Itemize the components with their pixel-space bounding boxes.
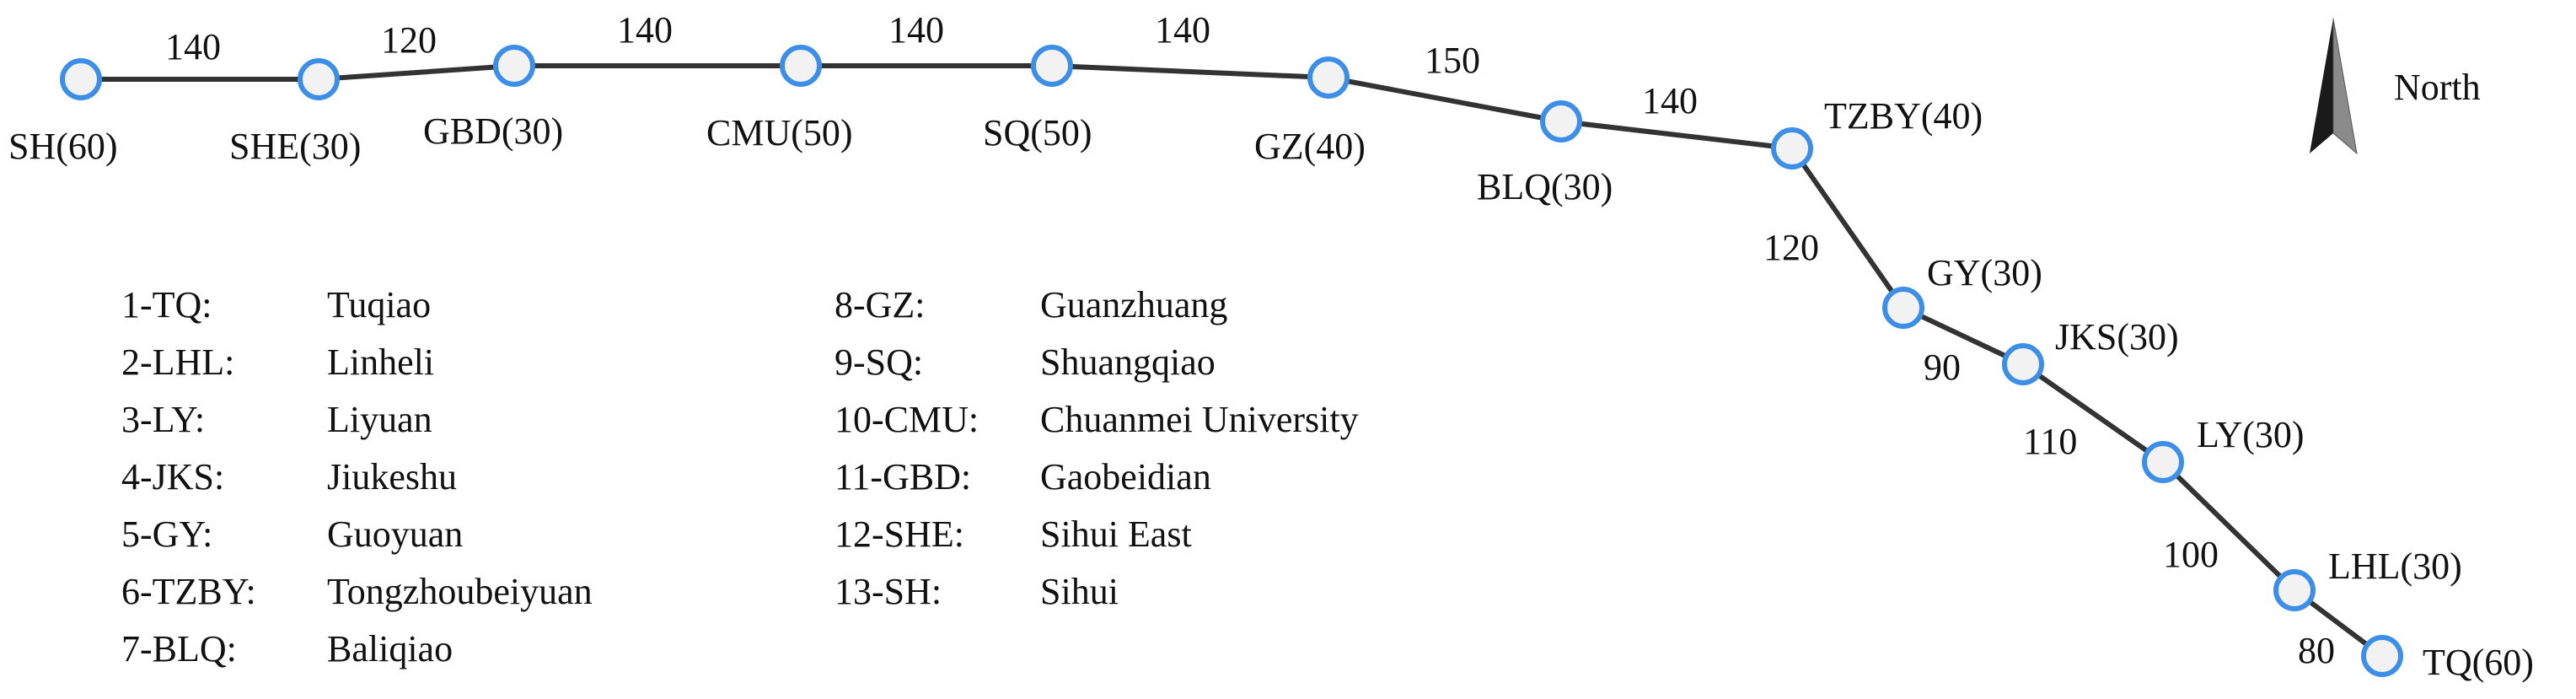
station-label-gy: GY(30) <box>1927 252 2042 293</box>
segment-distance-label: 120 <box>1763 227 1819 268</box>
legend-code: 11-GBD: <box>835 456 971 497</box>
legend-code: 6-TZBY: <box>121 571 256 612</box>
segment-distance-label: 150 <box>1425 40 1480 81</box>
station-label-tq: TQ(60) <box>2423 642 2534 683</box>
segment-distance-label: 80 <box>2298 630 2335 671</box>
legend: 1-TQ: Tuqiao 2-LHL: Linheli 3-LY: Liyuan 4-JKS… <box>121 284 1359 669</box>
legend-name: Linheli <box>327 341 434 383</box>
legend-code: 13-SH: <box>835 571 942 612</box>
legend-column-2: 8-GZ: Guanzhuang 9-SQ: Shuangqiao 10-CMU: Chu… <box>835 284 1359 612</box>
legend-name: Tuqiao <box>327 284 431 325</box>
legend-name: Baliqiao <box>327 628 453 669</box>
station-label-she: SHE(30) <box>229 126 361 167</box>
station-marker-cmu <box>780 45 822 87</box>
legend-name: Sihui <box>1040 571 1119 612</box>
station-marker-blq <box>1540 100 1582 142</box>
legend-name: Guanzhuang <box>1040 284 1227 325</box>
station-label-blq: BLQ(30) <box>1477 166 1613 207</box>
legend-name: Sihui East <box>1040 513 1192 555</box>
segment-distance-label: 140 <box>1155 9 1210 51</box>
segment-distance-label: 90 <box>1924 347 1961 388</box>
station-marker-gy <box>1882 287 1924 329</box>
segment-distance-label: 140 <box>165 26 221 67</box>
station-marker-ly <box>2142 441 2184 483</box>
legend-code: 2-LHL: <box>121 341 234 383</box>
station-label-gz: GZ(40) <box>1254 126 1366 167</box>
legend-name: Guoyuan <box>327 513 463 555</box>
segment-distance-label: 120 <box>381 19 437 61</box>
stations <box>60 45 2403 677</box>
station-label-gbd: GBD(30) <box>423 110 563 152</box>
legend-name: Liyuan <box>327 399 432 440</box>
legend-code: 1-TQ: <box>121 284 212 325</box>
station-labels: SH(60) SHE(30) GBD(30) CMU(50) SQ(50) GZ(40) B… <box>8 95 2534 683</box>
legend-name: Shuangqiao <box>1040 341 1216 383</box>
legend-code: 4-JKS: <box>121 456 224 497</box>
segment-distance-label: 110 <box>2023 421 2077 462</box>
segment-distance-label: 140 <box>888 9 944 51</box>
segment-distance-label: 100 <box>2163 534 2219 575</box>
legend-code: 9-SQ: <box>835 341 923 383</box>
station-marker-lhl <box>2273 569 2316 611</box>
legend-code: 10-CMU: <box>835 399 979 440</box>
legend-column-1: 1-TQ: Tuqiao 2-LHL: Linheli 3-LY: Liyuan 4-JKS… <box>121 284 593 669</box>
segment-distance-label: 140 <box>617 9 673 51</box>
station-marker-tzby <box>1771 127 1813 169</box>
station-marker-jks <box>2002 343 2044 385</box>
station-marker-tq <box>2361 635 2403 677</box>
segment-distances: 140 120 140 140 140 150 140 120 90 110 100 80 <box>165 9 2335 671</box>
legend-code: 8-GZ: <box>835 284 926 325</box>
station-label-sq: SQ(50) <box>983 112 1092 153</box>
north-label: North <box>2394 67 2481 108</box>
legend-name: Tongzhoubeiyuan <box>327 571 593 612</box>
legend-code: 3-LY: <box>121 399 205 440</box>
station-label-lhl: LHL(30) <box>2328 546 2462 587</box>
legend-name: Chuanmei University <box>1040 399 1359 440</box>
station-marker-sq <box>1031 45 1073 87</box>
legend-name: Gaobeidian <box>1040 456 1211 497</box>
station-label-tzby: TZBY(40) <box>1824 95 1983 137</box>
legend-code: 12-SHE: <box>835 513 964 555</box>
legend-name: Jiukeshu <box>327 456 457 497</box>
segment-distance-label: 140 <box>1642 80 1698 121</box>
station-label-sh: SH(60) <box>8 126 118 167</box>
station-marker-sh <box>60 58 102 100</box>
north-arrow-icon <box>2310 18 2358 155</box>
station-marker-she <box>298 58 340 100</box>
legend-code: 7-BLQ: <box>121 628 237 669</box>
station-label-jks: JKS(30) <box>2055 316 2179 358</box>
station-marker-gz <box>1307 56 1350 99</box>
legend-code: 5-GY: <box>121 513 212 555</box>
station-marker-gbd <box>493 45 535 87</box>
station-label-ly: LY(30) <box>2197 414 2305 455</box>
station-label-cmu: CMU(50) <box>706 112 853 153</box>
